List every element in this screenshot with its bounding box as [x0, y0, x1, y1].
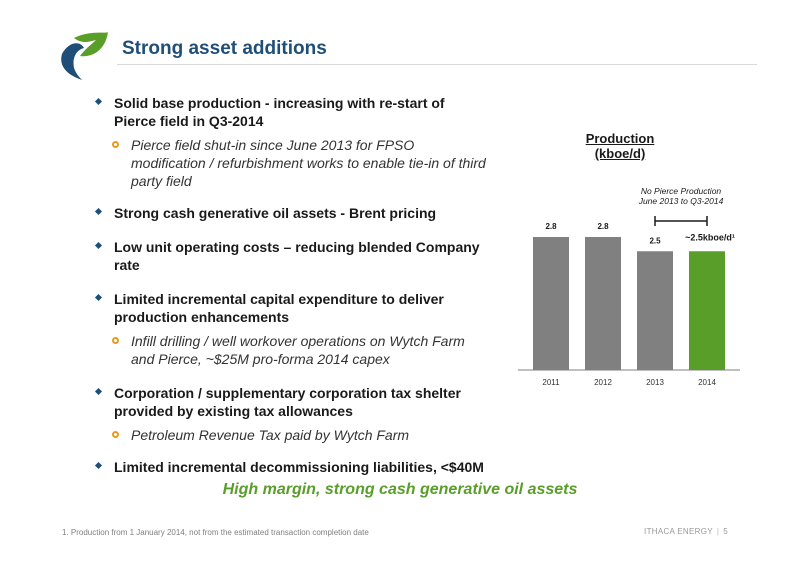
production-chart: 2.8 2011 2.8 2012 2.5 2013 ~2.5kboe/d¹ 2014 No P… — [518, 186, 740, 387]
sub-bullet-text: Pierce field shut-in since June 2013 for… — [131, 137, 486, 189]
bullet-text: Low unit operating costs – reducing blen… — [114, 239, 480, 273]
bullet-text: Limited incremental decommissioning liab… — [114, 459, 484, 475]
bar — [637, 251, 673, 370]
company-name: ITHACA ENERGY — [644, 527, 713, 536]
bullet-text: Limited incremental capital expenditure … — [114, 291, 444, 325]
bullet-diamond-icon — [94, 293, 103, 302]
bullet-diamond-icon — [94, 207, 103, 216]
bullet-item: Solid base production - increasing with … — [94, 94, 486, 130]
x-tick-label: 2011 — [542, 378, 560, 387]
bullet-text: Corporation / supplementary corporation … — [114, 385, 461, 419]
tagline: High margin, strong cash generative oil … — [222, 481, 578, 498]
bar — [533, 237, 569, 370]
bar — [585, 237, 621, 370]
sub-bullet-item: Pierce field shut-in since June 2013 for… — [96, 136, 486, 190]
title-divider — [117, 64, 757, 65]
data-label: ~2.5kboe/d¹ — [685, 232, 735, 242]
bullet-text: Solid base production - increasing with … — [114, 95, 445, 129]
sub-bullet-item: Infill drilling / well workover operatio… — [96, 332, 486, 368]
bullet-item: Limited incremental capital expenditure … — [94, 290, 486, 326]
footnote: 1. Production from 1 January 2014, not f… — [62, 528, 369, 537]
data-label: 2.8 — [597, 222, 609, 231]
footer-separator: | — [716, 527, 720, 536]
sub-bullet-ring-icon — [112, 141, 119, 148]
x-tick-label: 2014 — [698, 378, 716, 387]
slide-title: Strong asset additions — [122, 38, 327, 59]
bullet-list: Solid base production - increasing with … — [94, 94, 486, 476]
bullet-text: Strong cash generative oil assets - Bren… — [114, 205, 437, 221]
data-label: 2.8 — [545, 222, 557, 231]
sub-bullet-text: Petroleum Revenue Tax paid by Wytch Farm — [131, 427, 410, 443]
data-label: 2.5 — [649, 236, 661, 245]
bullet-item: Corporation / supplementary corporation … — [94, 384, 486, 420]
chart-title: Production (kboe/d) — [585, 131, 655, 161]
sub-bullet-text: Infill drilling / well workover operatio… — [131, 333, 465, 367]
x-tick-label: 2012 — [594, 378, 612, 387]
annotation-text: No Pierce Production — [641, 186, 722, 196]
bullet-diamond-icon — [94, 387, 103, 396]
bullet-diamond-icon — [94, 461, 103, 470]
annotation-text: June 2013 to Q3-2014 — [638, 196, 724, 206]
bullet-diamond-icon — [94, 241, 103, 250]
sub-bullet-ring-icon — [112, 431, 119, 438]
bullet-diamond-icon — [94, 97, 103, 106]
bar — [689, 251, 725, 370]
sub-bullet-item: Petroleum Revenue Tax paid by Wytch Farm — [96, 426, 486, 444]
company-logo — [61, 32, 108, 80]
footer: ITHACA ENERGY | 5 — [644, 527, 728, 536]
page-number: 5 — [723, 527, 728, 536]
bullet-item: Strong cash generative oil assets - Bren… — [94, 204, 486, 222]
bullet-item: Limited incremental decommissioning liab… — [94, 458, 486, 476]
x-tick-label: 2013 — [646, 378, 664, 387]
sub-bullet-ring-icon — [112, 337, 119, 344]
bullet-item: Low unit operating costs – reducing blen… — [94, 238, 486, 274]
